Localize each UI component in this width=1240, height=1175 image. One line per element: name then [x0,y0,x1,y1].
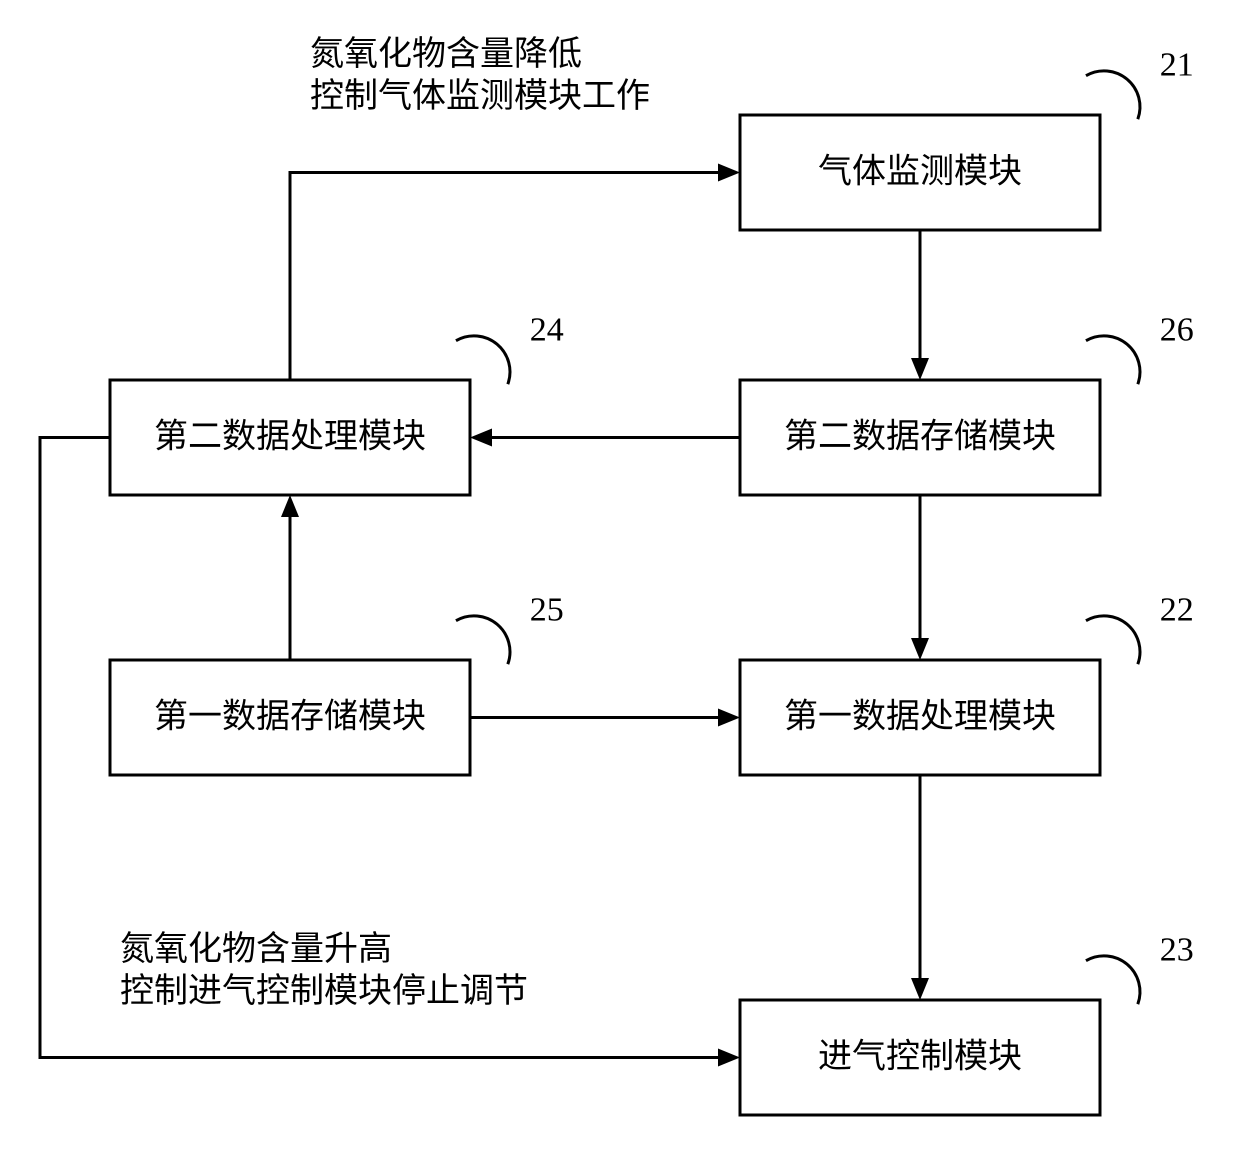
ref-number: 24 [530,311,564,348]
edge-label: 氮氧化物含量降低 [310,35,582,73]
arrowhead [470,429,492,447]
edge [290,173,718,381]
ref-number: 25 [530,591,564,628]
ref-tag-arc [1086,71,1140,119]
arrowhead [911,358,929,380]
block-label: 第二数据处理模块 [154,417,426,455]
ref-number: 26 [1160,311,1194,348]
block-label: 进气控制模块 [818,1037,1022,1075]
ref-tag-arc [1086,616,1140,664]
arrowhead [718,164,740,182]
ref-number: 22 [1160,591,1194,628]
edge-label: 控制气体监测模块工作 [310,77,650,115]
block-label: 气体监测模块 [818,152,1022,190]
ref-number: 23 [1160,931,1194,968]
edge-label: 控制进气控制模块停止调节 [120,972,528,1010]
arrowhead [911,978,929,1000]
block-label: 第一数据存储模块 [154,697,426,735]
arrowhead [718,1049,740,1067]
ref-tag-arc [456,616,510,664]
ref-tag-arc [1086,956,1140,1004]
ref-tag-arc [1086,336,1140,384]
arrowhead [281,495,299,517]
block-label: 第一数据处理模块 [784,697,1056,735]
arrowhead [911,638,929,660]
edge-label: 氮氧化物含量升高 [120,930,392,968]
ref-tag-arc [456,336,510,384]
ref-number: 21 [1160,46,1194,83]
block-label: 第二数据存储模块 [784,417,1056,455]
arrowhead [718,709,740,727]
